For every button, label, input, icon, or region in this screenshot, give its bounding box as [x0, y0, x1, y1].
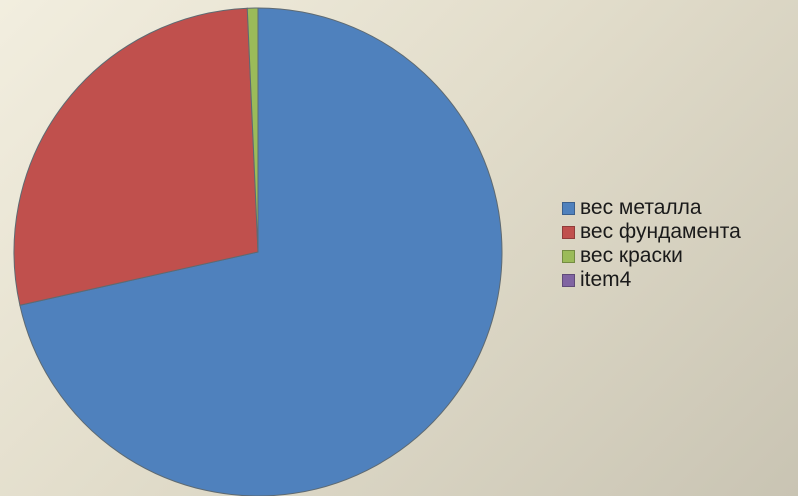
legend-item-metal-weight: вес металла [562, 196, 741, 220]
legend-label: item4 [580, 268, 632, 291]
pie-slices [13, 7, 503, 496]
legend-swatch [562, 225, 575, 239]
pie-slice-1 [19, 7, 503, 496]
chart-legend: вес металла вес фундамента вес краски it… [562, 196, 741, 292]
legend-label: вес краски [580, 244, 683, 267]
pie-slice-3 [246, 7, 259, 253]
legend-swatch [562, 273, 575, 287]
legend-item-paint-weight: вес краски [562, 244, 741, 268]
legend-swatch [562, 201, 575, 215]
legend-item-foundation-weight: вес фундамента [562, 220, 741, 244]
legend-item-item4: item4 [562, 268, 741, 292]
legend-label: вес фундамента [580, 220, 741, 243]
legend-label: вес металла [580, 196, 702, 219]
legend-swatch [562, 249, 575, 263]
pie-slice-2 [13, 7, 259, 306]
